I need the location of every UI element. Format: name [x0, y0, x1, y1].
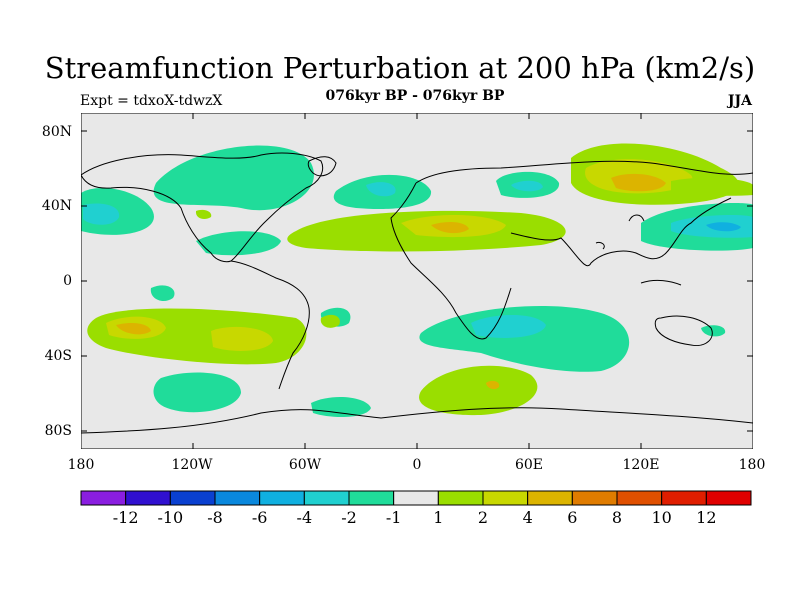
colorbar-swatch: [482, 490, 529, 506]
colorbar-tick-label: 4: [522, 508, 533, 527]
map-ticks: [81, 113, 753, 449]
colorbar-swatch: [214, 490, 261, 506]
plot-subtitle: 076kyr BP - 076kyr BP: [325, 88, 505, 104]
colorbar-swatch: [393, 490, 439, 506]
colorbar-swatch: [169, 490, 216, 506]
lon-label-180w: 180: [67, 457, 95, 473]
colorbar-swatch: [125, 490, 171, 506]
lon-label-180e: 180: [738, 457, 766, 473]
colorbar-tick-label: 10: [651, 508, 672, 527]
colorbar-tick-label: -1: [385, 508, 402, 527]
lon-label-120e: 120E: [622, 457, 660, 473]
lat-label-80n: 80N: [41, 124, 72, 140]
colorbar-tick-label: 2: [477, 508, 489, 527]
colorbar-tick-label: 6: [567, 508, 578, 527]
colorbar-swatch: [80, 490, 127, 506]
lat-label-80s: 80S: [44, 423, 72, 439]
negative-anomalies: [81, 145, 753, 418]
colorbar-tick-label: -2: [341, 508, 357, 527]
colorbar-swatch: [661, 490, 707, 506]
map-plot: [81, 113, 753, 449]
colorbar-tick-label: -6: [251, 508, 268, 527]
lat-label-40n: 40N: [41, 198, 72, 214]
lon-label-120w: 120W: [171, 457, 213, 473]
lat-label-eq: 0: [63, 273, 72, 289]
colorbar: [80, 490, 752, 506]
experiment-label: Expt = tdxoX-tdwzX: [80, 93, 223, 109]
colorbar-swatch: [348, 490, 395, 506]
colorbar-swatch: [571, 490, 618, 506]
colorbar-swatch: [303, 490, 350, 506]
lat-label-40s: 40S: [44, 348, 72, 364]
season-label: JJA: [727, 93, 752, 109]
colorbar-swatch: [527, 490, 573, 506]
colorbar-swatch: [437, 490, 484, 506]
positive-anomalies: [87, 143, 753, 416]
colorbar-tick-label: 1: [433, 508, 444, 527]
colorbar-tick-label: -12: [112, 508, 139, 527]
colorbar-swatch: [616, 490, 663, 506]
colorbar-tick-label: -4: [296, 508, 313, 527]
colorbar-tick-label: -8: [207, 508, 223, 527]
lon-label-60w: 60W: [288, 457, 322, 473]
plot-title: Streamfunction Perturbation at 200 hPa (…: [44, 51, 756, 85]
colorbar-swatch: [259, 490, 305, 506]
colorbar-tick-label: 8: [611, 508, 623, 527]
colorbar-tick-label: 12: [696, 508, 717, 527]
coastlines: [81, 152, 753, 434]
lon-label-0: 0: [412, 457, 422, 473]
colorbar-swatch: [705, 490, 752, 506]
lon-label-60e: 60E: [514, 457, 544, 473]
colorbar-tick-label: -10: [157, 508, 184, 527]
